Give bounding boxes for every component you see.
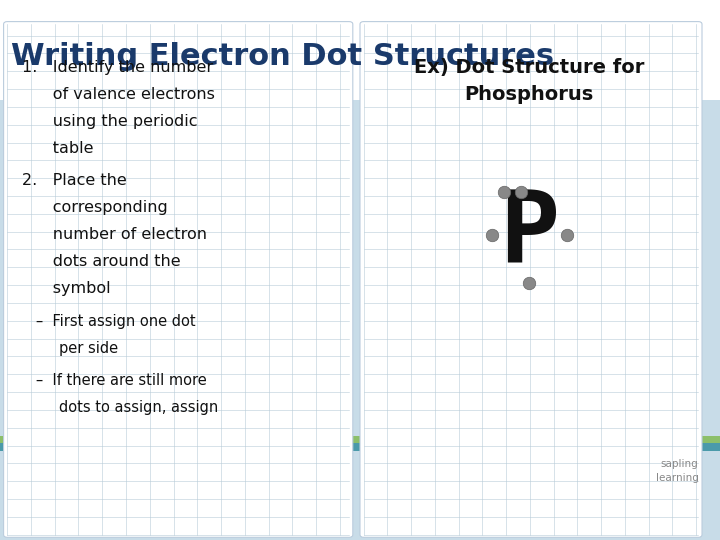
Text: 1.   Identify the number: 1. Identify the number: [22, 60, 212, 75]
Text: corresponding: corresponding: [22, 200, 167, 215]
Text: using the periodic: using the periodic: [22, 114, 197, 129]
Text: table: table: [22, 141, 93, 156]
Text: 2.   Place the: 2. Place the: [22, 173, 126, 188]
Text: number of electron: number of electron: [22, 227, 207, 242]
Text: Ex) Dot Structure for: Ex) Dot Structure for: [414, 58, 644, 77]
Bar: [0, 443, 720, 451]
Text: –  If there are still more: – If there are still more: [22, 373, 207, 388]
Text: P: P: [499, 186, 559, 284]
Text: dots to assign, assign: dots to assign, assign: [22, 400, 218, 415]
Text: of valence electrons: of valence electrons: [22, 87, 215, 102]
Text: symbol: symbol: [22, 281, 110, 296]
Bar: [0, 0, 720, 100]
Bar: [0, 436, 720, 443]
Text: Phosphorus: Phosphorus: [464, 85, 594, 104]
Text: sapling: sapling: [661, 460, 698, 469]
Text: learning: learning: [655, 473, 698, 483]
Text: –  First assign one dot: – First assign one dot: [22, 314, 195, 329]
Text: Writing Electron Dot Structures: Writing Electron Dot Structures: [11, 42, 554, 71]
Text: per side: per side: [22, 341, 118, 356]
Text: dots around the: dots around the: [22, 254, 180, 269]
FancyBboxPatch shape: [4, 22, 353, 537]
FancyBboxPatch shape: [360, 22, 702, 537]
